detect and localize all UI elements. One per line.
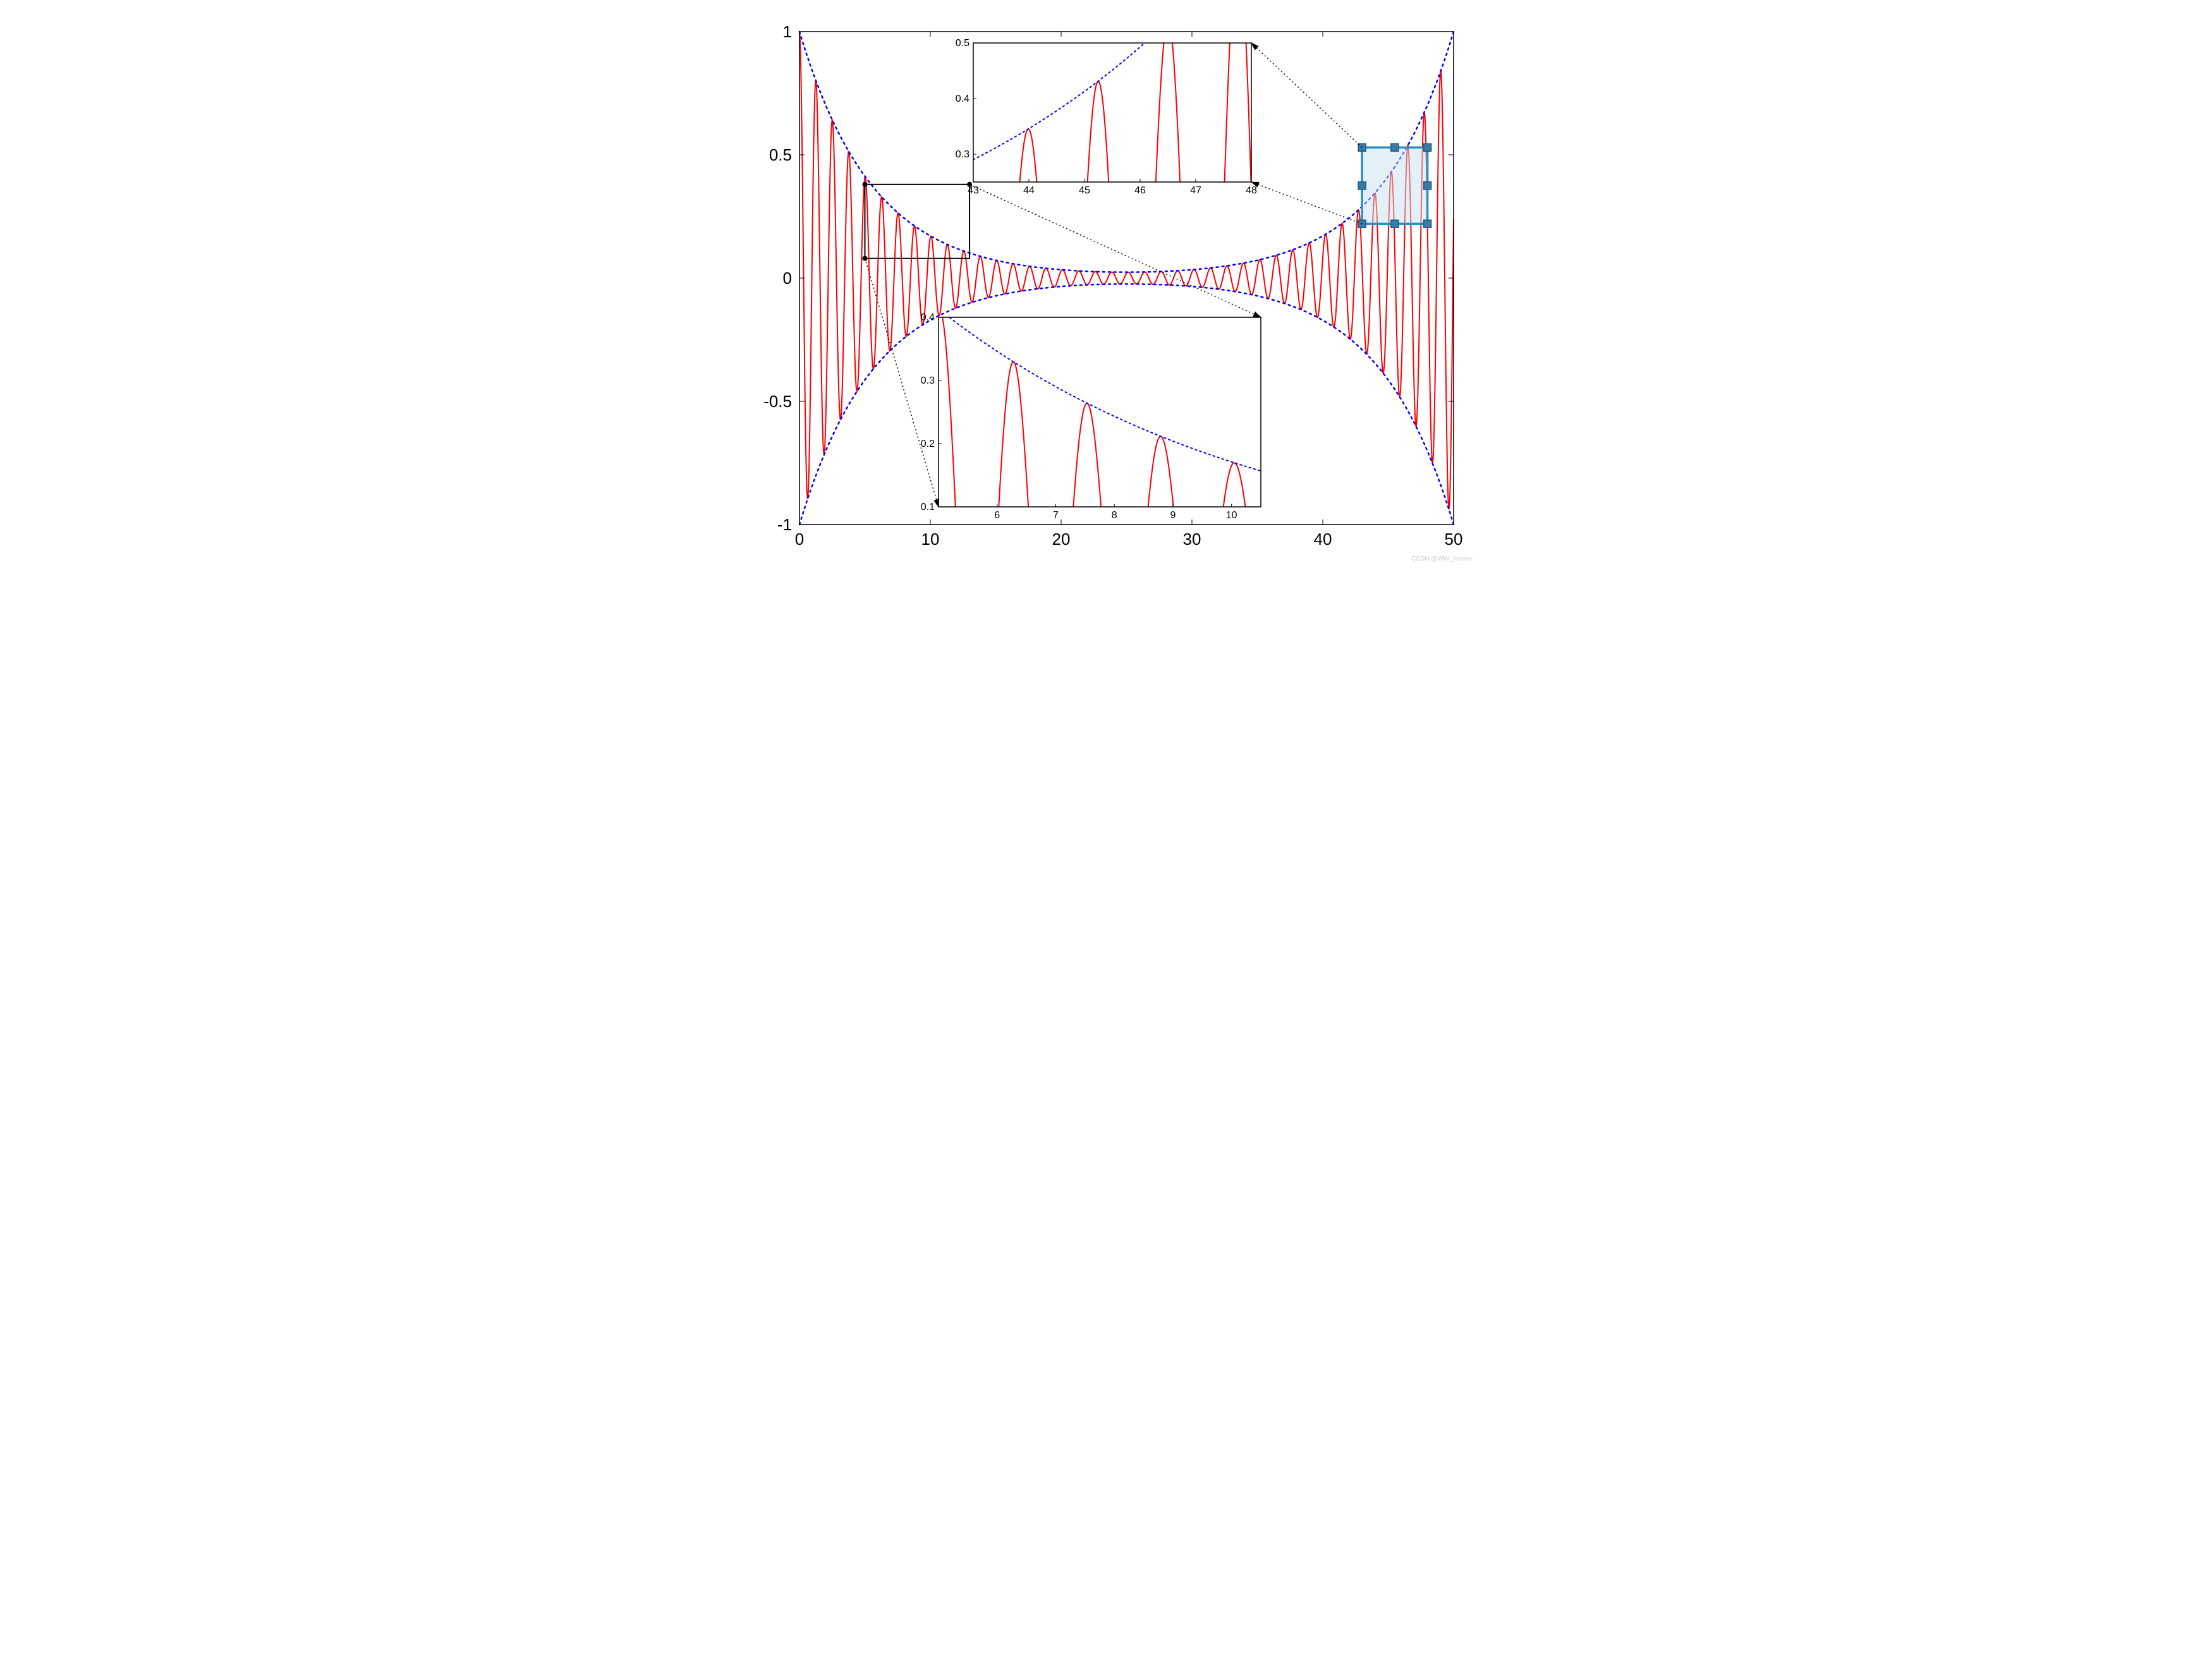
resize-handle[interactable] [1391, 143, 1399, 151]
inset-top-xtick-label: 43 [968, 185, 979, 196]
inset-bottom-xtick-label: 6 [994, 510, 1000, 521]
inset-bottom-xtick-label: 8 [1112, 510, 1117, 521]
resize-handle[interactable] [1358, 220, 1366, 228]
chart-svg: 4344454647480.30.40.56789100.10.20.30.40… [727, 0, 1485, 569]
inset-top-ytick-label: 0.5 [956, 38, 969, 49]
main-ytick-label: -1 [777, 515, 792, 534]
inset-bottom-bg [939, 317, 1261, 507]
main-ytick-label: 0.5 [769, 145, 792, 164]
inset-bottom-xtick-label: 9 [1170, 510, 1176, 521]
inset-top-xtick-label: 47 [1190, 185, 1201, 196]
selection-dot [863, 182, 868, 187]
main-xtick-label: 30 [1183, 530, 1201, 549]
main-xtick-label: 0 [795, 530, 804, 549]
resize-handle[interactable] [1424, 143, 1431, 151]
resize-handle[interactable] [1358, 182, 1366, 190]
main-xtick-label: 40 [1314, 530, 1332, 549]
resize-handle[interactable] [1358, 143, 1366, 151]
main-ytick-label: 0 [783, 269, 792, 288]
inset-bottom-xtick-label: 10 [1226, 510, 1237, 521]
inset-bottom-xtick-label: 7 [1053, 510, 1059, 521]
inset-top-xtick-label: 45 [1079, 185, 1090, 196]
main-ytick-label: -0.5 [763, 392, 792, 411]
inset-top-xtick-label: 48 [1246, 185, 1257, 196]
inset-top-xtick-label: 44 [1023, 185, 1035, 196]
selection-box-right[interactable] [1362, 147, 1428, 224]
inset-bottom-ytick-label: 0.4 [921, 312, 935, 323]
inset-top-ytick-label: 0.3 [956, 149, 969, 160]
inset-top-bg [973, 43, 1251, 182]
chart-container: 4344454647480.30.40.56789100.10.20.30.40… [727, 0, 1485, 569]
inset-bottom-ytick-label: 0.3 [921, 375, 935, 386]
resize-handle[interactable] [1424, 182, 1431, 190]
watermark-text: CSDN @WW_forever [1411, 556, 1473, 562]
main-xtick-label: 50 [1445, 530, 1463, 549]
main-xtick-label: 10 [921, 530, 940, 549]
inset-top-ytick-label: 0.4 [956, 94, 969, 104]
inset-top-xtick-label: 46 [1134, 185, 1146, 196]
inset-bottom-ytick-label: 0.2 [921, 439, 935, 449]
resize-handle[interactable] [1391, 220, 1399, 228]
inset-bottom-ytick-label: 0.1 [921, 502, 935, 513]
main-xtick-label: 20 [1052, 530, 1071, 549]
resize-handle[interactable] [1424, 220, 1431, 228]
main-ytick-label: 1 [783, 22, 792, 41]
